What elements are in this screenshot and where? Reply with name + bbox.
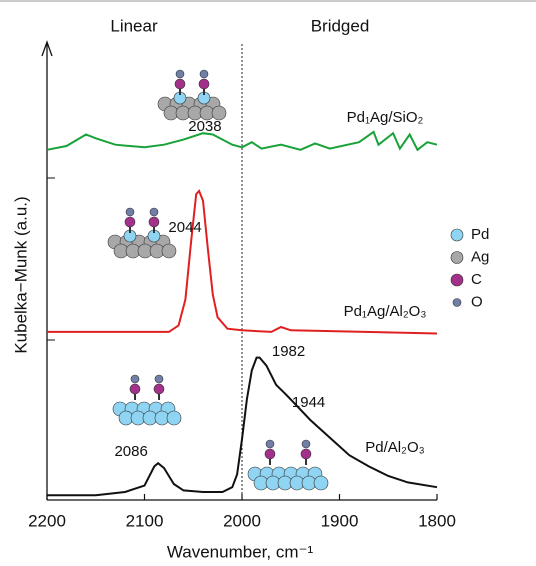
o-atom xyxy=(265,439,275,449)
y-axis-label: Kubelka−Munk (a.u.) xyxy=(11,196,30,353)
o-atom xyxy=(175,69,185,79)
c-atom xyxy=(148,216,160,228)
legend-label: Pd xyxy=(471,226,489,243)
legend-swatch xyxy=(450,273,464,287)
peak-label: 2038 xyxy=(188,118,221,135)
surface-atom xyxy=(161,243,177,259)
legend-label: C xyxy=(471,271,482,288)
o-atom xyxy=(125,207,135,217)
legend-swatch xyxy=(452,298,462,307)
x-tick-label: 1800 xyxy=(418,511,456,530)
peak-label: 1982 xyxy=(272,343,305,360)
peak-label: 2044 xyxy=(168,219,201,236)
legend-swatch xyxy=(450,228,464,242)
x-tick-label: 2100 xyxy=(126,511,164,530)
series-label: Pd₁Ag/SiO₂ xyxy=(347,109,424,126)
x-axis-label: Wavenumber, cm⁻¹ xyxy=(167,542,314,561)
legend-swatch xyxy=(450,251,464,264)
peak-label: 1944 xyxy=(292,394,325,411)
c-atom xyxy=(129,383,141,395)
legend-label: Ag xyxy=(471,248,489,265)
x-tick-label: 2200 xyxy=(28,511,66,530)
c-atom xyxy=(264,448,276,460)
peak-label: 2086 xyxy=(114,443,147,460)
x-tick-label: 2000 xyxy=(223,511,261,530)
surface-atom xyxy=(313,475,329,491)
spectrum-line xyxy=(47,356,438,497)
c-atom xyxy=(153,383,165,395)
legend-label: O xyxy=(471,293,483,310)
o-atom xyxy=(149,207,159,217)
c-atom xyxy=(174,78,186,90)
o-atom xyxy=(130,374,140,384)
o-atom xyxy=(199,69,209,79)
c-atom xyxy=(198,78,210,90)
region-label: Bridged xyxy=(311,16,370,35)
y-axis-arrow xyxy=(41,40,53,57)
o-atom xyxy=(154,374,164,384)
c-atom xyxy=(300,448,312,460)
series-label: Pd/Al₂O₃ xyxy=(365,439,424,456)
series-label: Pd₁Ag/Al₂O₃ xyxy=(344,303,427,320)
spectrum-line xyxy=(46,130,438,152)
surface-atom xyxy=(166,410,182,426)
o-atom xyxy=(301,439,311,449)
region-label: Linear xyxy=(110,16,158,35)
x-tick-label: 1900 xyxy=(321,511,359,530)
surface-atom xyxy=(211,105,227,121)
spectrum-line xyxy=(47,189,438,335)
c-atom xyxy=(124,216,136,228)
